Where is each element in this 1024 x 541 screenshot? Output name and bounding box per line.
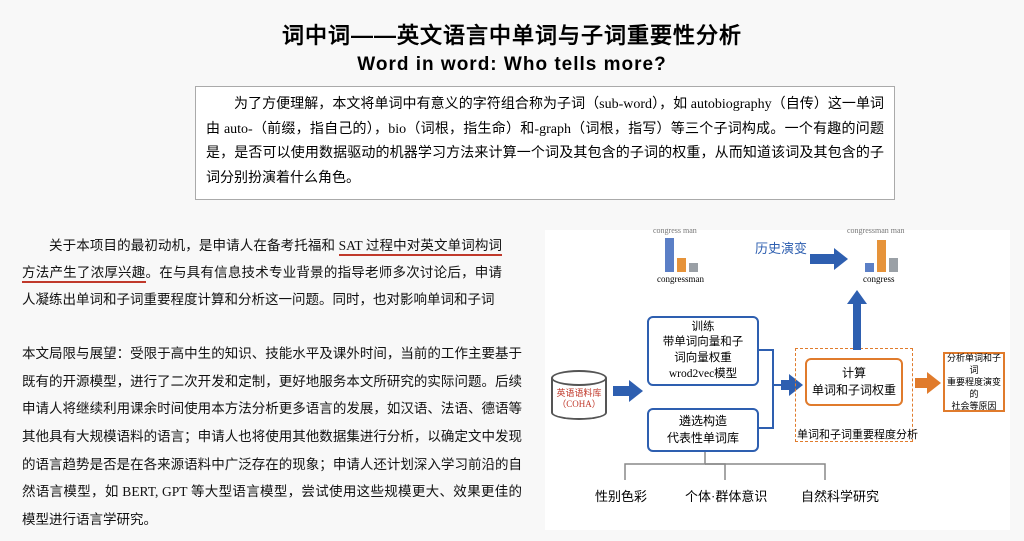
bottom-label-c: 自然科学研究 bbox=[801, 486, 879, 505]
title-cn: 词中词——英文语言中单词与子词重要性分析 bbox=[0, 18, 1024, 50]
chart-right-sub: congressman man bbox=[847, 226, 905, 235]
analysis-box: 分析单词和子词 重要程度演变的 社会等原因 bbox=[943, 352, 1005, 412]
motivation-paragraph: 关于本项目的最初动机，是申请人在备考托福和 SAT 过程中对英文单词构词方法产生… bbox=[22, 232, 502, 313]
chart-left-sub: congress man bbox=[653, 226, 697, 235]
intro-paragraph: 为了方便理解，本文将单词中有意义的字符组合称为子词（sub-word），如 au… bbox=[195, 86, 895, 200]
sub-label: 单词和子词重要程度分析 bbox=[797, 426, 918, 442]
title-en: Word in word: Who tells more? bbox=[0, 54, 1024, 76]
chart-right-label: congress bbox=[863, 274, 895, 284]
intro-text: 为了方便理解，本文将单词中有意义的字符组合称为子词（sub-word），如 au… bbox=[206, 93, 884, 191]
chart-title: 历史演变 bbox=[755, 238, 807, 257]
arrow-up-icon bbox=[847, 288, 867, 350]
bottom-label-b: 个体·群体意识 bbox=[685, 486, 767, 505]
select-box: 遴选构造 代表性单词库 bbox=[647, 408, 759, 452]
bottom-label-a: 性别色彩 bbox=[595, 486, 647, 505]
mini-chart-right bbox=[865, 236, 898, 272]
train-box: 训练 带单词向量和子 词向量权重 wrod2vec模型 bbox=[647, 316, 759, 386]
flow-diagram: 历史演变 congressman congress man congress c… bbox=[545, 230, 1010, 530]
mini-chart-left bbox=[665, 236, 698, 272]
limitations-paragraph: 本文局限与展望：受限于高中生的知识、技能水平及课外时间，当前的工作主要基于既有的… bbox=[22, 340, 522, 534]
corpus-cylinder: 英语语料库 （COHA） bbox=[551, 370, 607, 420]
mid-pre: 关于本项目的最初动机，是申请人在备考托福和 bbox=[49, 238, 339, 253]
chart-left-label: congressman bbox=[657, 274, 704, 284]
